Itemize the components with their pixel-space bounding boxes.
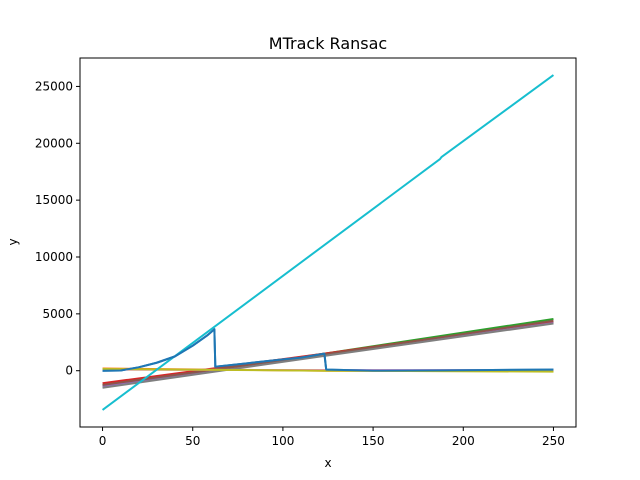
y-axis-ticks: 0 5000 10000 15000 20000 25000 xyxy=(35,79,80,378)
series-line-8 xyxy=(102,368,554,373)
series-line-9 xyxy=(101,74,555,411)
y-tick-label: 15000 xyxy=(35,193,73,207)
series-line-7 xyxy=(102,322,554,389)
y-tick-label: 20000 xyxy=(35,136,73,150)
y-tick-label: 25000 xyxy=(35,79,73,93)
y-axis-label: y xyxy=(6,238,20,245)
y-tick-label: 10000 xyxy=(35,250,73,264)
x-tick-label: 200 xyxy=(452,434,475,448)
x-tick-label: 50 xyxy=(185,434,200,448)
y-tick-label: 0 xyxy=(65,364,73,378)
chart-title: MTrack Ransac xyxy=(269,34,387,53)
x-axis-ticks: 0 50 100 150 200 250 xyxy=(99,427,565,448)
y-tick-label: 5000 xyxy=(42,307,73,321)
series-line-5 xyxy=(102,319,554,386)
x-tick-label: 250 xyxy=(542,434,565,448)
x-tick-label: 100 xyxy=(271,434,294,448)
plot-frame xyxy=(79,57,577,428)
x-axis-label: x xyxy=(324,456,331,470)
x-tick-label: 150 xyxy=(362,434,385,448)
series-layer xyxy=(101,74,555,411)
series-line-10 xyxy=(102,328,554,372)
x-tick-label: 0 xyxy=(99,434,107,448)
